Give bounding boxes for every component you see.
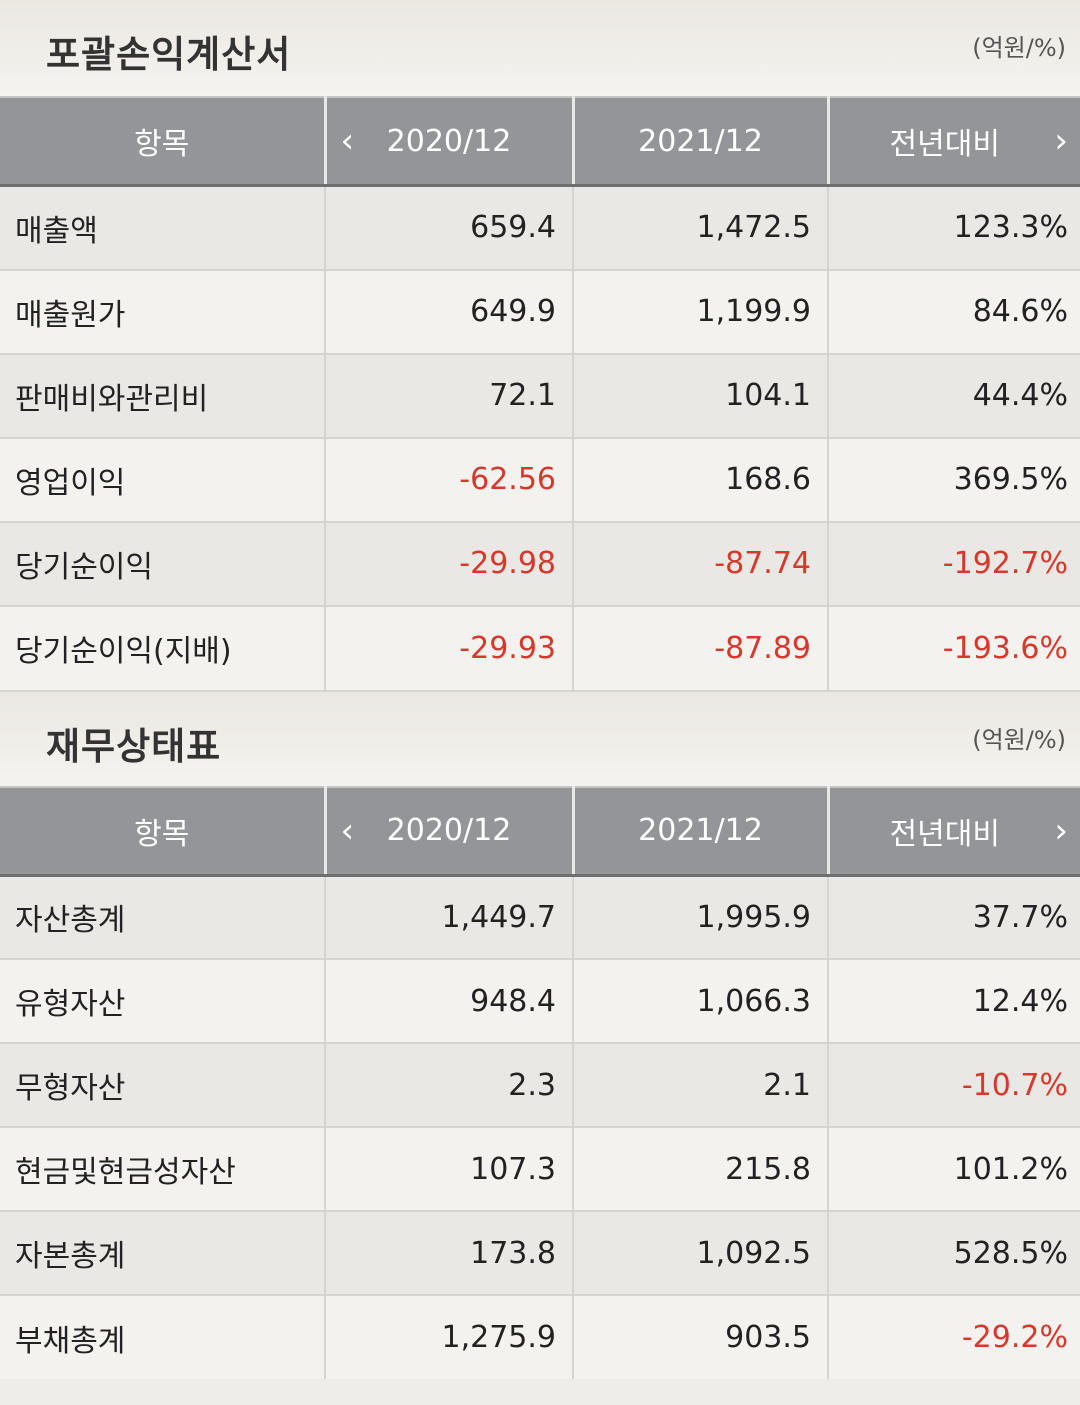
column-header-2021: 2021/12 bbox=[571, 96, 828, 187]
value-yoy: 37.7% bbox=[827, 874, 1080, 959]
row-label: 현금및현금성자산 bbox=[0, 1126, 325, 1211]
value-2020: 948.4 bbox=[324, 958, 573, 1043]
value-yoy: -10.7% bbox=[827, 1042, 1080, 1127]
value-yoy: -192.7% bbox=[827, 520, 1080, 606]
value-yoy: 528.5% bbox=[827, 1210, 1080, 1295]
value-2020: 1,449.7 bbox=[324, 874, 573, 959]
value-2020: 1,275.9 bbox=[324, 1294, 573, 1379]
table-row: 매출액 659.4 1,472.5 123.3% bbox=[0, 184, 1080, 270]
chevron-right-icon[interactable]: › bbox=[1054, 810, 1068, 851]
value-2020: 2.3 bbox=[324, 1042, 573, 1127]
table-row: 부채총계 1,275.9 903.5 -29.2% bbox=[0, 1294, 1080, 1379]
value-yoy: 44.4% bbox=[827, 352, 1080, 438]
value-2021: 1,066.3 bbox=[572, 958, 828, 1043]
row-label: 판매비와관리비 bbox=[0, 352, 325, 438]
table-row: 영업이익 -62.56 168.6 369.5% bbox=[0, 436, 1080, 522]
value-2020: 173.8 bbox=[324, 1210, 573, 1295]
value-2021: 2.1 bbox=[572, 1042, 828, 1127]
table-row: 무형자산 2.3 2.1 -10.7% bbox=[0, 1042, 1080, 1127]
value-yoy: 123.3% bbox=[827, 184, 1080, 270]
chevron-left-icon[interactable]: ‹ bbox=[340, 121, 355, 161]
value-2020: -29.93 bbox=[324, 604, 573, 690]
value-2020: 659.4 bbox=[324, 184, 573, 270]
chevron-right-icon[interactable]: › bbox=[1054, 121, 1068, 161]
value-2021: 1,472.5 bbox=[572, 184, 828, 270]
table-row: 매출원가 649.9 1,199.9 84.6% bbox=[0, 268, 1080, 354]
balance-section-header: 재무상태표 (억원/%) bbox=[0, 689, 1080, 786]
column-header-item: 항목 bbox=[0, 785, 325, 877]
balance-title: 재무상태표 bbox=[46, 724, 222, 768]
value-2021: -87.74 bbox=[572, 520, 828, 606]
column-header-item: 항목 bbox=[0, 96, 325, 187]
value-2021: 903.5 bbox=[572, 1294, 828, 1379]
value-2020: 107.3 bbox=[324, 1126, 573, 1211]
row-label: 당기순이익 bbox=[0, 520, 325, 606]
balance-table: 항목 ‹ 2020/12 2021/12 전년대비 › 자산총계 1,449.7 1… bbox=[0, 785, 1080, 1379]
chevron-left-icon[interactable]: ‹ bbox=[340, 810, 355, 851]
column-header-2021: 2021/12 bbox=[571, 785, 828, 877]
table-row: 유형자산 948.4 1,066.3 12.4% bbox=[0, 958, 1080, 1043]
column-header-2020: ‹ 2020/12 bbox=[323, 96, 573, 187]
row-label: 부채총계 bbox=[0, 1294, 325, 1379]
value-2021: -87.89 bbox=[572, 604, 828, 690]
income-title: 포괄손익계산서 bbox=[46, 33, 292, 76]
column-header-yoy: 전년대비 › bbox=[826, 785, 1080, 877]
income-header-row: 항목 ‹ 2020/12 2021/12 전년대비 › bbox=[0, 96, 1080, 187]
row-label: 당기순이익(지배) bbox=[0, 604, 325, 690]
value-yoy: -193.6% bbox=[827, 604, 1080, 690]
column-header-2020: ‹ 2020/12 bbox=[323, 785, 573, 877]
row-label: 영업이익 bbox=[0, 436, 325, 522]
value-yoy: 84.6% bbox=[827, 268, 1080, 354]
value-2021: 168.6 bbox=[572, 436, 828, 522]
value-2020: -62.56 bbox=[324, 436, 573, 522]
value-2021: 215.8 bbox=[572, 1126, 828, 1211]
table-row: 자산총계 1,449.7 1,995.9 37.7% bbox=[0, 874, 1080, 959]
value-2020: -29.98 bbox=[324, 520, 573, 606]
table-row: 자본총계 173.8 1,092.5 528.5% bbox=[0, 1210, 1080, 1295]
balance-unit: (억원/%) bbox=[972, 725, 1066, 754]
row-label: 무형자산 bbox=[0, 1042, 325, 1127]
row-label: 자산총계 bbox=[0, 874, 325, 959]
column-header-yoy: 전년대비 › bbox=[826, 96, 1080, 187]
row-label: 유형자산 bbox=[0, 958, 325, 1043]
value-2020: 649.9 bbox=[324, 268, 573, 354]
value-2020: 72.1 bbox=[324, 352, 573, 438]
value-yoy: 101.2% bbox=[827, 1126, 1080, 1211]
table-row: 현금및현금성자산 107.3 215.8 101.2% bbox=[0, 1126, 1080, 1211]
value-2021: 1,092.5 bbox=[572, 1210, 828, 1295]
value-2021: 1,995.9 bbox=[572, 874, 828, 959]
value-yoy: 12.4% bbox=[827, 958, 1080, 1043]
value-yoy: -29.2% bbox=[827, 1294, 1080, 1379]
row-label: 매출액 bbox=[0, 184, 325, 270]
value-2021: 1,199.9 bbox=[572, 268, 828, 354]
value-2021: 104.1 bbox=[572, 352, 828, 438]
balance-header-row: 항목 ‹ 2020/12 2021/12 전년대비 › bbox=[0, 785, 1080, 877]
table-row: 당기순이익 -29.98 -87.74 -192.7% bbox=[0, 520, 1080, 606]
income-table: 항목 ‹ 2020/12 2021/12 전년대비 › 매출액 659.4 1,47… bbox=[0, 96, 1080, 690]
income-unit: (억원/%) bbox=[972, 34, 1066, 62]
value-yoy: 369.5% bbox=[827, 436, 1080, 522]
table-row: 당기순이익(지배) -29.93 -87.89 -193.6% bbox=[0, 604, 1080, 690]
row-label: 매출원가 bbox=[0, 268, 325, 354]
income-section-header: 포괄손익계산서 (억원/%) bbox=[0, 0, 1080, 96]
table-row: 판매비와관리비 72.1 104.1 44.4% bbox=[0, 352, 1080, 438]
row-label: 자본총계 bbox=[0, 1210, 325, 1295]
